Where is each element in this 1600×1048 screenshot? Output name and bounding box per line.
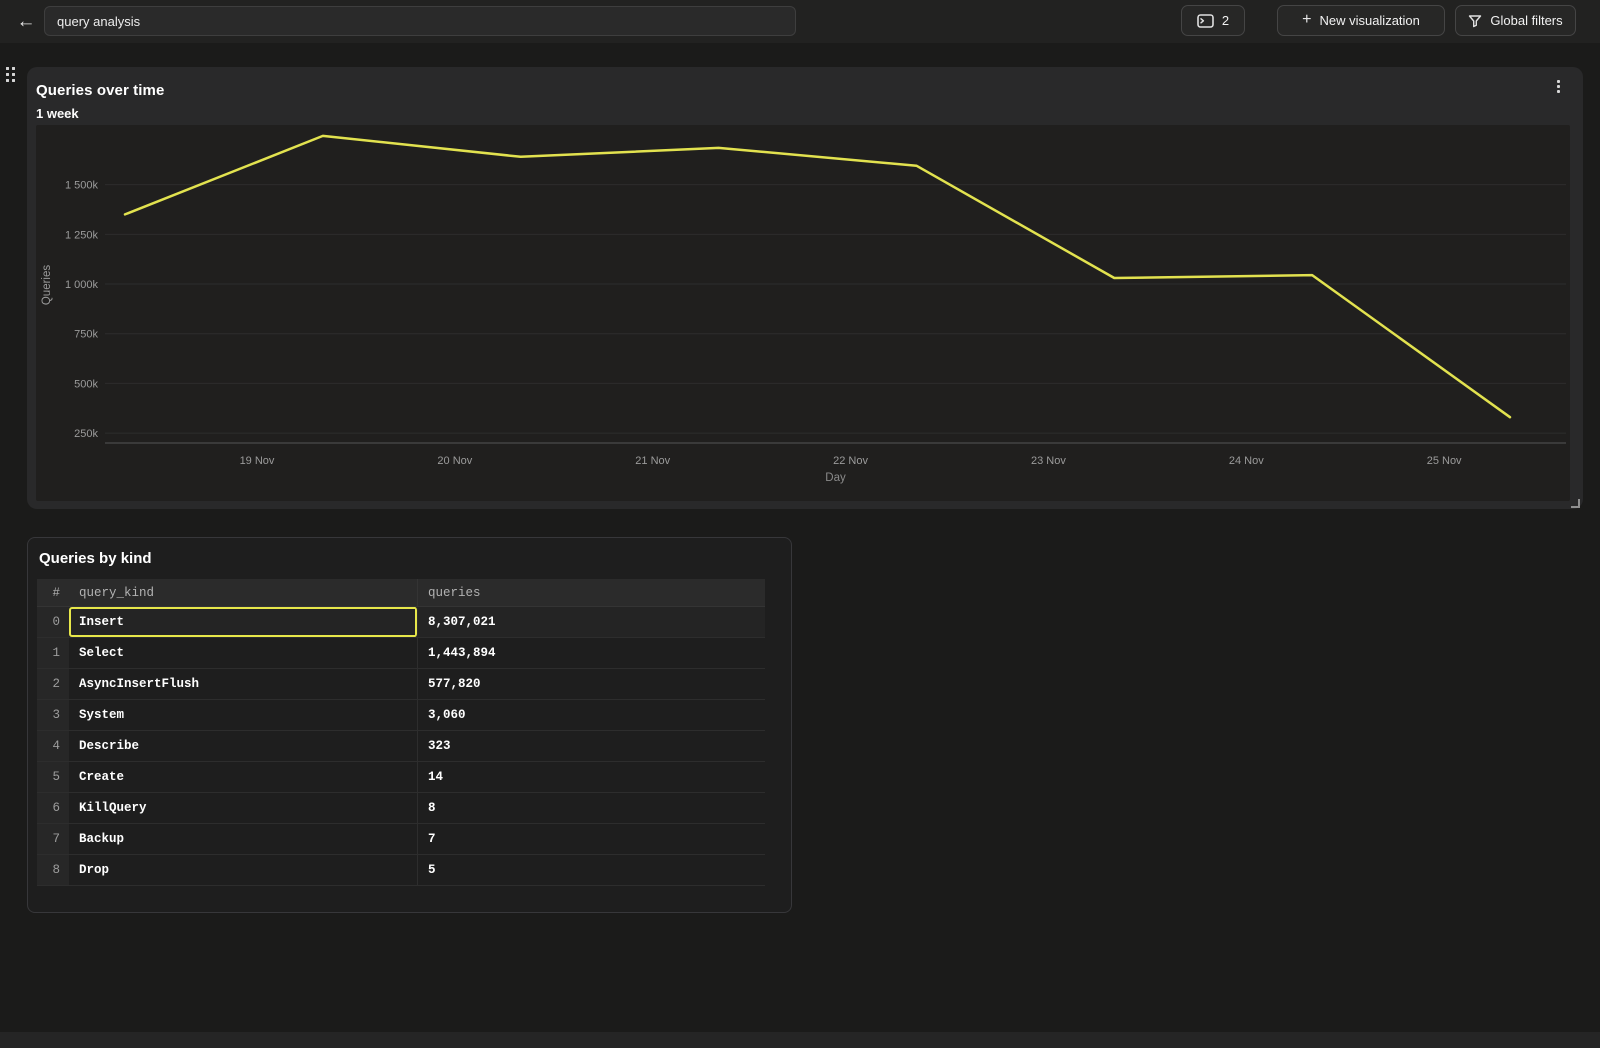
table-cell-index: 8: [37, 855, 69, 885]
x-tick-label: 25 Nov: [1427, 455, 1462, 467]
table-row: 0 Insert 8,307,021: [37, 607, 765, 638]
table-row: 5 Create 14: [37, 762, 765, 793]
table-row: 1 Select 1,443,894: [37, 638, 765, 669]
dashboard-title-input[interactable]: [44, 6, 796, 36]
drag-handle-icon[interactable]: [6, 67, 19, 83]
table-cell-query-kind[interactable]: Insert: [69, 607, 418, 637]
table-cell-queries[interactable]: 1,443,894: [428, 646, 496, 660]
chart-subtitle: 1 week: [36, 106, 79, 121]
y-tick-label: 500k: [74, 378, 98, 390]
x-axis-title: Day: [825, 472, 846, 484]
table-row: 3 System 3,060: [37, 700, 765, 731]
global-filters-label: Global filters: [1490, 13, 1563, 28]
new-visualization-label: New visualization: [1319, 13, 1420, 28]
table-cell-query-kind[interactable]: AsyncInsertFlush: [69, 669, 418, 699]
console-count-label: 2: [1221, 13, 1230, 28]
table-cell-index: 0: [37, 607, 69, 637]
funnel-icon: [1469, 14, 1482, 27]
table-cell-queries[interactable]: 5: [428, 863, 436, 877]
table-cell-query-kind[interactable]: Describe: [69, 731, 418, 761]
table-cell-index: 3: [37, 700, 69, 730]
table-cell-queries[interactable]: 323: [428, 739, 451, 753]
table-cell-query-kind[interactable]: System: [69, 700, 418, 730]
x-tick-label: 20 Nov: [437, 455, 472, 467]
resize-handle-icon[interactable]: [1571, 499, 1580, 508]
kebab-menu-icon[interactable]: [1551, 78, 1565, 98]
table-cell-queries[interactable]: 14: [428, 770, 444, 784]
table-cell-query-kind[interactable]: Drop: [69, 855, 418, 885]
y-tick-label: 750k: [74, 329, 98, 341]
table-cell-queries[interactable]: 577,820: [428, 677, 481, 691]
column-header-queries[interactable]: queries: [428, 585, 481, 600]
y-tick-label: 1 250k: [65, 229, 99, 241]
column-header-query-kind[interactable]: query_kind: [69, 579, 418, 606]
x-tick-label: 22 Nov: [833, 455, 868, 467]
bottom-strip: [0, 1032, 1600, 1048]
table-cell-index: 7: [37, 824, 69, 854]
y-tick-label: 1 500k: [65, 180, 99, 192]
chart-panel: Queries over time 1 week 250k 500k 750k 1 0…: [27, 67, 1583, 509]
table-cell-index: 4: [37, 731, 69, 761]
table-cell-queries[interactable]: 8,307,021: [428, 615, 496, 629]
back-button[interactable]: ←: [16, 11, 36, 32]
table-row: 6 KillQuery 8: [37, 793, 765, 824]
table-cell-queries[interactable]: 8: [428, 801, 436, 815]
console-count-button[interactable]: 2: [1181, 5, 1245, 36]
chart-title: Queries over time: [36, 82, 165, 99]
plus-icon: +: [1302, 11, 1312, 28]
series-line-queries: [123, 134, 1512, 419]
topbar: ← 2 + New visualization Global filters: [0, 0, 1600, 43]
table-row: 7 Backup 7: [37, 824, 765, 855]
table-cell-query-kind[interactable]: Select: [69, 638, 418, 668]
table-cell-query-kind[interactable]: Create: [69, 762, 418, 792]
column-header-index: #: [37, 579, 69, 606]
new-visualization-button[interactable]: + New visualization: [1277, 5, 1445, 36]
table-cell-index: 2: [37, 669, 69, 699]
table-row: 2 AsyncInsertFlush 577,820: [37, 669, 765, 700]
table-title: Queries by kind: [39, 550, 152, 567]
console-icon: [1197, 13, 1214, 28]
table-cell-query-kind[interactable]: Backup: [69, 824, 418, 854]
table-header-row: # query_kind queries: [37, 579, 765, 607]
table-row: 8 Drop 5: [37, 855, 765, 886]
table-cell-index: 1: [37, 638, 69, 668]
y-axis-title: Queries: [41, 265, 53, 306]
table-row: 4 Describe 323: [37, 731, 765, 762]
queries-by-kind-table: # query_kind queries 0 Insert 8,307,021 1 Selec…: [37, 579, 765, 886]
table-cell-queries[interactable]: 3,060: [428, 708, 466, 722]
x-tick-label: 21 Nov: [635, 455, 670, 467]
x-tick-label: 23 Nov: [1031, 455, 1066, 467]
table-cell-queries[interactable]: 7: [428, 832, 436, 846]
y-tick-label: 1 000k: [65, 279, 99, 291]
table-cell-index: 5: [37, 762, 69, 792]
global-filters-button[interactable]: Global filters: [1455, 5, 1576, 36]
x-tick-label: 19 Nov: [240, 455, 275, 467]
queries-over-time-line-chart[interactable]: 250k 500k 750k 1 000k 1 250k 1 500k 19 Nov 20 N…: [36, 125, 1570, 501]
x-tick-label: 24 Nov: [1229, 455, 1264, 467]
table-cell-query-kind[interactable]: KillQuery: [69, 793, 418, 823]
table-panel: Queries by kind # query_kind queries 0 Inser…: [27, 537, 792, 913]
table-cell-index: 6: [37, 793, 69, 823]
y-tick-label: 250k: [74, 428, 98, 440]
